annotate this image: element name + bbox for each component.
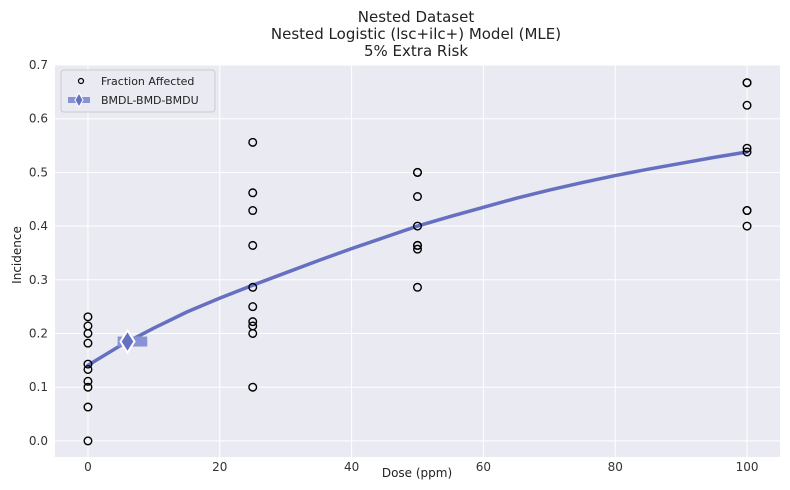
x-tick-label: 0 — [84, 460, 92, 474]
y-tick-label: 0.7 — [29, 58, 48, 72]
data-point — [248, 137, 258, 147]
y-tick-label: 0.1 — [29, 380, 48, 394]
data-point — [83, 359, 93, 369]
data-point — [248, 317, 258, 327]
x-tick-label: 100 — [736, 460, 759, 474]
data-point — [83, 402, 93, 412]
data-point — [248, 188, 258, 198]
data-point — [413, 221, 423, 231]
y-tick-label: 0.2 — [29, 326, 48, 340]
legend-box — [60, 69, 216, 113]
y-tick-label: 0.6 — [29, 112, 48, 126]
data-point — [83, 312, 93, 322]
data-point — [742, 221, 752, 231]
chart-title: Nested Dataset Nested Logistic (lsc+ilc+… — [271, 8, 561, 60]
y-tick-label: 0.0 — [29, 434, 48, 448]
data-point — [742, 78, 752, 88]
data-point — [413, 240, 423, 250]
data-point — [248, 240, 258, 250]
x-tick-label: 80 — [608, 460, 623, 474]
data-point — [413, 244, 423, 254]
data-point — [83, 338, 93, 348]
x-axis-label: Dose (ppm) — [382, 466, 452, 480]
data-point — [742, 206, 752, 216]
x-tick-label: 20 — [212, 460, 227, 474]
bmd-marker — [119, 328, 136, 355]
data-point — [83, 321, 93, 331]
data-point — [248, 206, 258, 216]
y-axis-label: Incidence — [10, 226, 24, 284]
data-point — [83, 364, 93, 374]
chart-title-line-1: Nested Dataset — [358, 8, 475, 26]
data-point — [742, 143, 752, 153]
chart-title-line-3: 5% Extra Risk — [364, 42, 468, 60]
legend-marker-benchmark-diamond — [74, 91, 84, 109]
data-point — [413, 282, 423, 292]
y-tick-label: 0.4 — [29, 219, 48, 233]
legend: Fraction Affected BMDL-BMD-BMDU — [60, 69, 216, 113]
plot-background — [55, 65, 780, 457]
grid — [55, 64, 780, 457]
data-point — [742, 147, 752, 157]
tick-labels: 0 20 40 60 80 100 0.0 0.1 0.2 0.3 0.4 0.5 0.6 0.7 — [29, 58, 759, 474]
data-point — [83, 382, 93, 392]
data-point — [248, 302, 258, 312]
y-tick-label: 0.3 — [29, 273, 48, 287]
legend-label-benchmark: BMDL-BMD-BMDU — [101, 94, 199, 107]
model-curve — [86, 150, 749, 367]
y-tick-label: 0.5 — [29, 165, 48, 179]
data-point — [83, 436, 93, 446]
chart-title-line-2: Nested Logistic (lsc+ilc+) Model (MLE) — [271, 25, 561, 43]
data-point — [742, 100, 752, 110]
x-tick-label: 40 — [344, 460, 359, 474]
legend-label-points: Fraction Affected — [101, 75, 194, 88]
data-point — [413, 192, 423, 202]
data-point — [248, 282, 258, 292]
data-point — [248, 321, 258, 331]
data-point — [413, 167, 423, 177]
x-tick-label: 60 — [476, 460, 491, 474]
legend-marker-points — [77, 77, 85, 85]
chart-marks — [83, 78, 752, 446]
data-point — [248, 382, 258, 392]
data-point — [83, 376, 93, 386]
